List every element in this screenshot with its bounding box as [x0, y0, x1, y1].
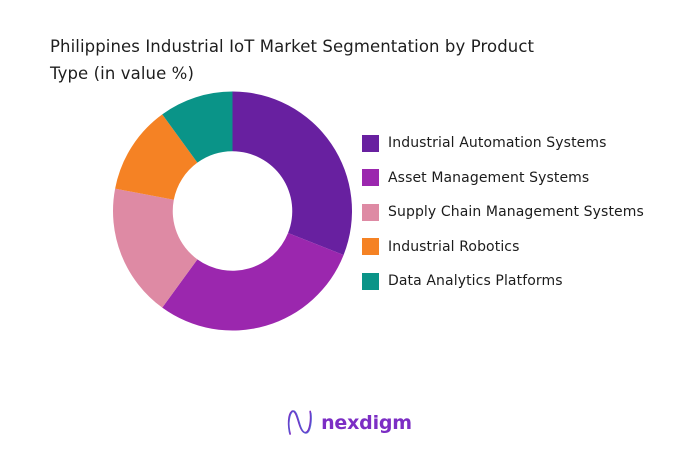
legend-item-supply-chain-management-systems: Supply Chain Management Systems — [362, 203, 644, 221]
nexdigm-logo-text: nexdigm — [321, 411, 412, 434]
donut-segment-industrial-automation-systems — [232, 91, 353, 255]
donut-segment-supply-chain-management-systems — [113, 188, 198, 308]
legend-swatch-data-analytics-platforms — [362, 272, 379, 290]
logo-stroke-blue — [287, 410, 312, 434]
legend-item-industrial-robotics: Industrial Robotics — [362, 238, 644, 256]
logo-stroke-purple — [287, 410, 311, 435]
chart-title: Philippines Industrial IoT Market Segmen… — [50, 33, 660, 87]
legend-label: Industrial Automation Systems — [388, 135, 607, 151]
legend-swatch-supply-chain-management-systems — [362, 203, 379, 221]
legend-item-industrial-automation-systems: Industrial Automation Systems — [362, 134, 644, 152]
nexdigm-logo-icon — [287, 410, 312, 435]
legend-swatch-asset-management-systems — [362, 169, 379, 186]
donut-chart-area — [112, 90, 353, 332]
legend-swatch-industrial-automation-systems — [362, 134, 379, 152]
legend-swatch-industrial-robotics — [362, 238, 379, 255]
legend-label: Industrial Robotics — [388, 238, 520, 255]
legend-label: Data Analytics Platforms — [388, 273, 563, 289]
chart-legend: Industrial Automation Systems Asset Mana… — [362, 134, 644, 307]
donut-segment-industrial-robotics — [115, 114, 198, 200]
donut-segment-data-analytics-platforms — [162, 91, 233, 163]
chart-title-line2: Type (in value %) — [50, 64, 194, 83]
donut-chart — [113, 91, 353, 331]
chart-title-line1: Philippines Industrial IoT Market Segmen… — [50, 37, 535, 56]
legend-label: Supply Chain Management Systems — [388, 204, 644, 220]
legend-label: Asset Management Systems — [388, 169, 590, 186]
nexdigm-logo: nexdigm — [285, 407, 412, 438]
legend-item-asset-management-systems: Asset Management Systems — [362, 169, 644, 187]
legend-item-data-analytics-platforms: Data Analytics Platforms — [362, 272, 644, 290]
donut-segment-asset-management-systems — [162, 233, 344, 331]
